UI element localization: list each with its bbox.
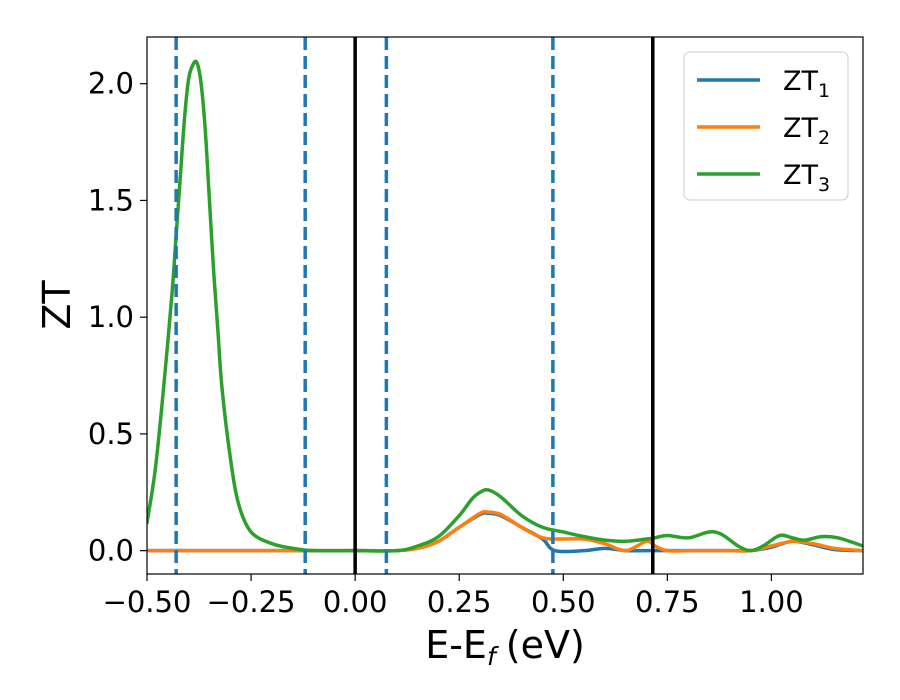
x-tick-label: 1.00: [739, 585, 804, 619]
x-tick-label: −0.50: [103, 585, 192, 619]
y-tick-label: 2.0: [88, 67, 134, 101]
legend: ZT1 ZT2 ZT3: [683, 51, 849, 201]
y-tick-label: 1.0: [88, 300, 134, 334]
legend-label: ZT3: [783, 160, 830, 196]
x-tick-label: −0.25: [207, 585, 296, 619]
x-axis-title: E-Ef (eV): [425, 623, 585, 671]
x-tick-label: 0.75: [635, 585, 700, 619]
y-axis-ticks: 0.0 0.5 1.0 1.5 2.0: [88, 67, 147, 568]
x-tick-label: 0.25: [427, 585, 492, 619]
x-tick-label: 0.50: [531, 585, 596, 619]
legend-items: ZT1 ZT2 ZT3: [697, 66, 830, 196]
series-line-zt2: [147, 509, 863, 553]
plot-frame: [146, 36, 864, 575]
y-tick-label: 0.5: [88, 417, 134, 451]
series-layer: [147, 59, 863, 554]
y-axis-title: ZT: [35, 280, 79, 330]
x-axis-title-sub: f: [487, 642, 499, 671]
x-axis-title-main: E-E: [425, 623, 487, 667]
x-tick-label: 0.00: [323, 585, 388, 619]
reference-lines: [174, 37, 655, 574]
plot-area: [146, 36, 864, 575]
y-tick-label: 0.0: [88, 534, 134, 568]
legend-label: ZT1: [783, 66, 830, 102]
y-tick-label: 1.5: [88, 183, 134, 217]
legend-box: [683, 51, 849, 201]
series-line-zt3: [147, 59, 863, 553]
x-axis-title-unit: (eV): [506, 623, 585, 667]
x-axis-ticks: −0.50 −0.25 0.00 0.25 0.50 0.75 1.00: [103, 574, 804, 619]
legend-label: ZT2: [783, 113, 830, 149]
